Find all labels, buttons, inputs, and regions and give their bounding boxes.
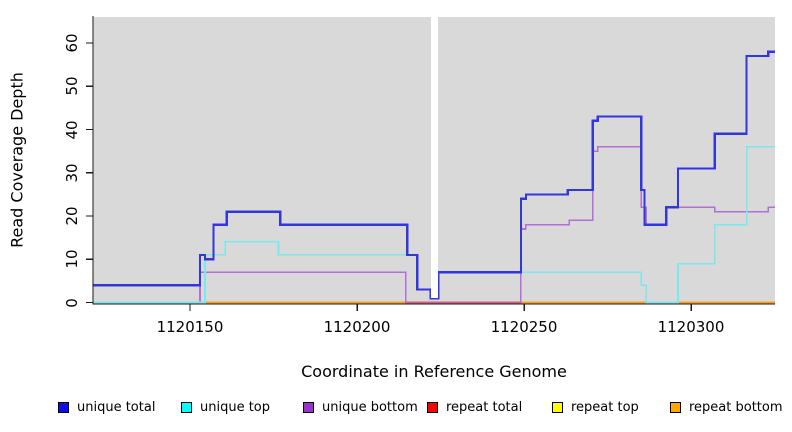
axes	[92, 16, 775, 305]
y-axis-title: Read Coverage Depth	[7, 72, 27, 248]
y-tick-label: 20	[63, 206, 81, 226]
legend-item-repeat-total: repeat total	[427, 400, 522, 415]
legend-item-repeat-top: repeat top	[552, 400, 639, 415]
y-tick-label: 10	[63, 249, 81, 269]
legend-swatch-repeat-total	[427, 402, 438, 413]
x-tick-label: 1120300	[657, 318, 725, 336]
legend-item-unique-bottom: unique bottom	[303, 400, 418, 415]
legend-swatch-repeat-top	[552, 402, 563, 413]
legend-label-repeat-total: repeat total	[446, 400, 523, 415]
y-tick-label: 40	[63, 120, 81, 140]
x-axis-title: Coordinate in Reference Genome	[301, 362, 567, 381]
legend-label-unique-bottom: unique bottom	[322, 400, 418, 415]
x-tick-label: 1120250	[490, 318, 558, 336]
y-tick-label: 50	[63, 76, 81, 96]
legend-item-repeat-bottom: repeat bottom	[670, 400, 783, 415]
legend-label-repeat-bottom: repeat bottom	[689, 400, 783, 415]
y-tick-label: 60	[63, 33, 81, 53]
legend-item-unique-total: unique total	[58, 400, 155, 415]
legend-item-unique-top: unique top	[181, 400, 270, 415]
series-line-unique-total	[93, 50, 775, 300]
legend-swatch-unique-total	[58, 402, 69, 413]
y-tick-label: 0	[63, 298, 81, 308]
y-tick-label: 30	[63, 163, 81, 183]
legend-label-unique-top: unique top	[200, 400, 271, 415]
legend-label-repeat-top: repeat top	[571, 400, 639, 415]
legend-swatch-unique-top	[181, 402, 192, 413]
masked-region	[431, 15, 438, 298]
legend-swatch-unique-bottom	[303, 402, 314, 413]
legend-label-unique-total: unique total	[77, 400, 156, 415]
x-tick-label: 1120200	[323, 318, 391, 336]
legend-swatch-repeat-bottom	[670, 402, 681, 413]
x-tick-label: 1120150	[156, 318, 224, 336]
